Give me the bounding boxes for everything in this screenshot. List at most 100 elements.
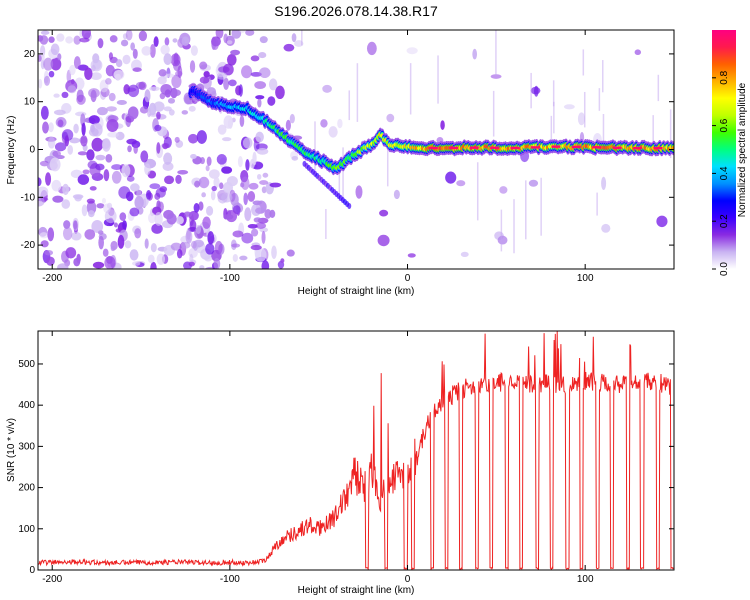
spectrogram-cell: [122, 220, 127, 230]
spectrogram-cell: [188, 133, 199, 144]
spectrogram-cell: [134, 195, 144, 210]
colorbar-tick-label: 0.2: [719, 214, 730, 228]
spectrogram-cell: [301, 30, 303, 46]
spectrogram-cell: [241, 65, 253, 79]
spectrogram-cell: [95, 154, 106, 161]
spectrogram-cell: [245, 159, 250, 171]
spectrogram-cell: [44, 249, 54, 256]
spectrogram-cell: [601, 223, 611, 233]
spectrogram-cell: [252, 151, 257, 166]
spectrogram-cell: [38, 78, 43, 89]
spectrogram-cell: [48, 122, 54, 133]
spectrogram-cell: [252, 200, 262, 206]
spectrogram-cell: [525, 180, 527, 240]
spectrogram-cell: [286, 249, 295, 257]
spectrogram-cell: [199, 61, 208, 70]
spectrogram-cell: [111, 164, 123, 171]
spectrogram-cell: [275, 85, 285, 100]
spectrogram-cell: [75, 111, 87, 117]
spectrogram-cell: [497, 235, 508, 245]
spectrogram-cell: [653, 146, 663, 150]
spectrogram-cell: [160, 83, 173, 95]
spectrogram-cell: [226, 53, 237, 66]
spectrogram-y-ticks: -20 -10 0 10 20: [21, 49, 674, 251]
spectrogram-cell: [73, 257, 81, 267]
spectrogram-cell: [39, 232, 49, 239]
spectrogram-cell: [196, 130, 207, 144]
colorbar-tick-label: 0.6: [719, 118, 730, 132]
spectrogram-cell: [184, 212, 192, 218]
spectrogram-x-tick-label: -200: [42, 273, 62, 284]
spectrogram-cell: [117, 234, 125, 249]
spectrogram-cell: [46, 256, 55, 266]
colorbar-label: Normalized spectral amplitude: [737, 82, 748, 217]
snr-x-tick-label: -200: [42, 574, 62, 585]
spectrogram-cell: [189, 219, 197, 231]
spectrogram-cell: [407, 253, 416, 258]
spectrogram-cell: [162, 161, 174, 172]
spectrogram-cell: [103, 169, 110, 182]
spectrogram-cell: [221, 166, 233, 174]
spectrogram-cell: [164, 175, 175, 185]
spectrogram-cell: [528, 179, 539, 187]
spectrogram-cell: [139, 106, 149, 114]
spectrogram-cell: [355, 185, 363, 199]
spectrogram-cell: [238, 84, 243, 97]
spectrogram-cell: [254, 81, 267, 90]
spectrogram-cell: [69, 64, 76, 76]
spectrogram-cell: [42, 121, 49, 134]
spectrogram-cell: [45, 172, 52, 186]
snr-x-tick-label: 100: [577, 574, 594, 585]
spectrogram-cell: [211, 36, 221, 47]
figure-title: S196.2026.078.14.38.R17: [274, 3, 438, 19]
spectrogram-cell: [52, 195, 64, 203]
spectrogram-cell: [39, 35, 49, 45]
spectrogram-cell: [132, 261, 141, 266]
spectrogram-cell: [150, 242, 157, 253]
spectrogram-cell: [652, 115, 654, 145]
spectrogram-cell: [104, 255, 116, 269]
spectrogram-cell: [253, 217, 262, 223]
snr-y-tick-label: 400: [18, 400, 35, 411]
spectrogram-cell: [231, 243, 241, 248]
spectrogram-cell: [217, 124, 227, 135]
spectrogram-cell: [602, 60, 604, 93]
spectrogram-cell: [259, 180, 269, 185]
spectrogram-cell: [181, 110, 189, 115]
spectrogram-cell: [499, 186, 508, 194]
spectrogram-cell: [145, 190, 152, 200]
spectrogram-cell: [150, 261, 157, 269]
spectrogram-cell: [132, 67, 142, 72]
spectrogram-cell: [255, 207, 266, 214]
spectrogram-cell: [177, 169, 189, 175]
spectrogram-cell: [216, 154, 227, 165]
spectrogram-cell: [43, 57, 54, 71]
spectrogram-cell: [61, 129, 74, 141]
spectrogram-cell: [393, 189, 400, 200]
spectrogram-cell: [213, 258, 221, 269]
colorbar: 0.0 0.2 0.4 0.6 0.8 Normalized spectral ampl…: [712, 30, 748, 276]
spectrogram-cell: [601, 176, 607, 190]
colorbar-ticks: 0.0 0.2 0.4 0.6 0.8: [712, 70, 730, 276]
spectrogram-x-tick-label: 100: [577, 273, 594, 284]
spectrogram-cell: [245, 30, 255, 36]
spectrogram-cell: [69, 137, 81, 144]
spectrogram-cell: [255, 95, 265, 100]
spectrogram-cell: [40, 240, 49, 248]
spectrogram-cells: [38, 30, 674, 269]
spectrogram-cell: [47, 136, 56, 149]
spectrogram-cell: [222, 63, 234, 76]
snr-frame: [37, 330, 675, 571]
spectrogram-cell: [198, 201, 204, 211]
spectrogram-cell: [106, 106, 117, 112]
spectrogram-cell: [189, 60, 196, 73]
spectrogram-cell: [134, 228, 142, 239]
spectrogram-cell: [53, 93, 60, 98]
spectrogram-cell: [338, 166, 341, 202]
spectrogram-cell: [285, 119, 291, 131]
spectrogram-cell: [101, 197, 107, 204]
spectrogram-cell: [62, 183, 70, 196]
spectrogram-y-tick-label: -10: [21, 192, 36, 203]
spectrogram-x-tick-label: -100: [220, 273, 240, 284]
